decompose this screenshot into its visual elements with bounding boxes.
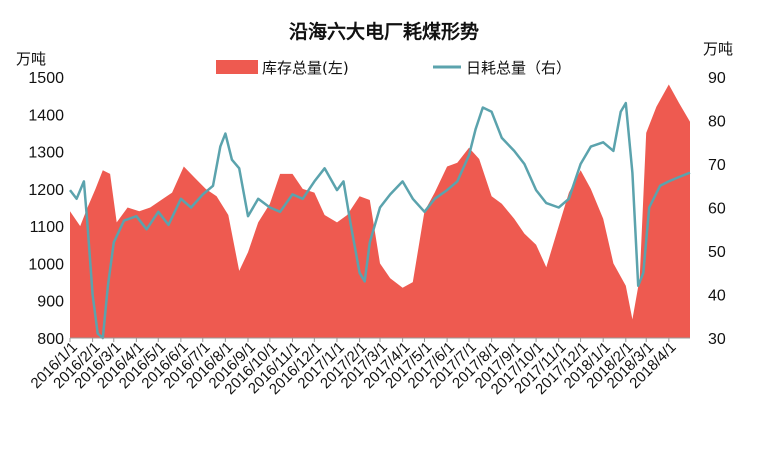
- y-left-tick-label: 1200: [28, 182, 64, 199]
- y-left-tick-label: 1400: [28, 107, 64, 124]
- y-right-tick-label: 50: [708, 244, 726, 261]
- y-axis-left: 800 900 1000 1100 1200 1300 1400 1500: [28, 70, 64, 348]
- y-left-tick-label: 800: [37, 331, 64, 348]
- inventory-area-series: [70, 84, 690, 338]
- x-axis: 2016/1/12016/2/12016/3/12016/4/12016/5/1…: [28, 338, 680, 398]
- y-right-unit: 万吨: [703, 40, 733, 58]
- legend-swatch-inventory: [216, 60, 258, 74]
- chart-title: 沿海六大电厂耗煤形势: [289, 20, 479, 43]
- plot-area: [69, 84, 691, 340]
- legend: 库存总量(左) 日耗总量（右）: [216, 59, 571, 77]
- daily-consumption-line-series: [69, 101, 691, 340]
- y-right-tick-label: 90: [708, 70, 726, 87]
- y-left-tick-label: 900: [37, 294, 64, 311]
- y-left-tick-label: 1500: [28, 70, 64, 87]
- legend-label-inventory: 库存总量(左): [262, 59, 349, 77]
- y-right-tick-label: 30: [708, 331, 726, 348]
- y-axis-right: 30 40 50 60 70 80 90: [708, 70, 726, 348]
- y-left-unit: 万吨: [16, 50, 46, 68]
- legend-label-daily: 日耗总量（右）: [466, 59, 571, 77]
- y-left-tick-label: 1000: [28, 256, 64, 273]
- y-right-tick-label: 70: [708, 157, 726, 174]
- y-right-tick-label: 40: [708, 288, 726, 305]
- y-left-tick-label: 1300: [28, 145, 64, 162]
- y-right-tick-label: 60: [708, 201, 726, 218]
- y-right-tick-label: 80: [708, 114, 726, 131]
- y-left-tick-label: 1100: [30, 219, 65, 236]
